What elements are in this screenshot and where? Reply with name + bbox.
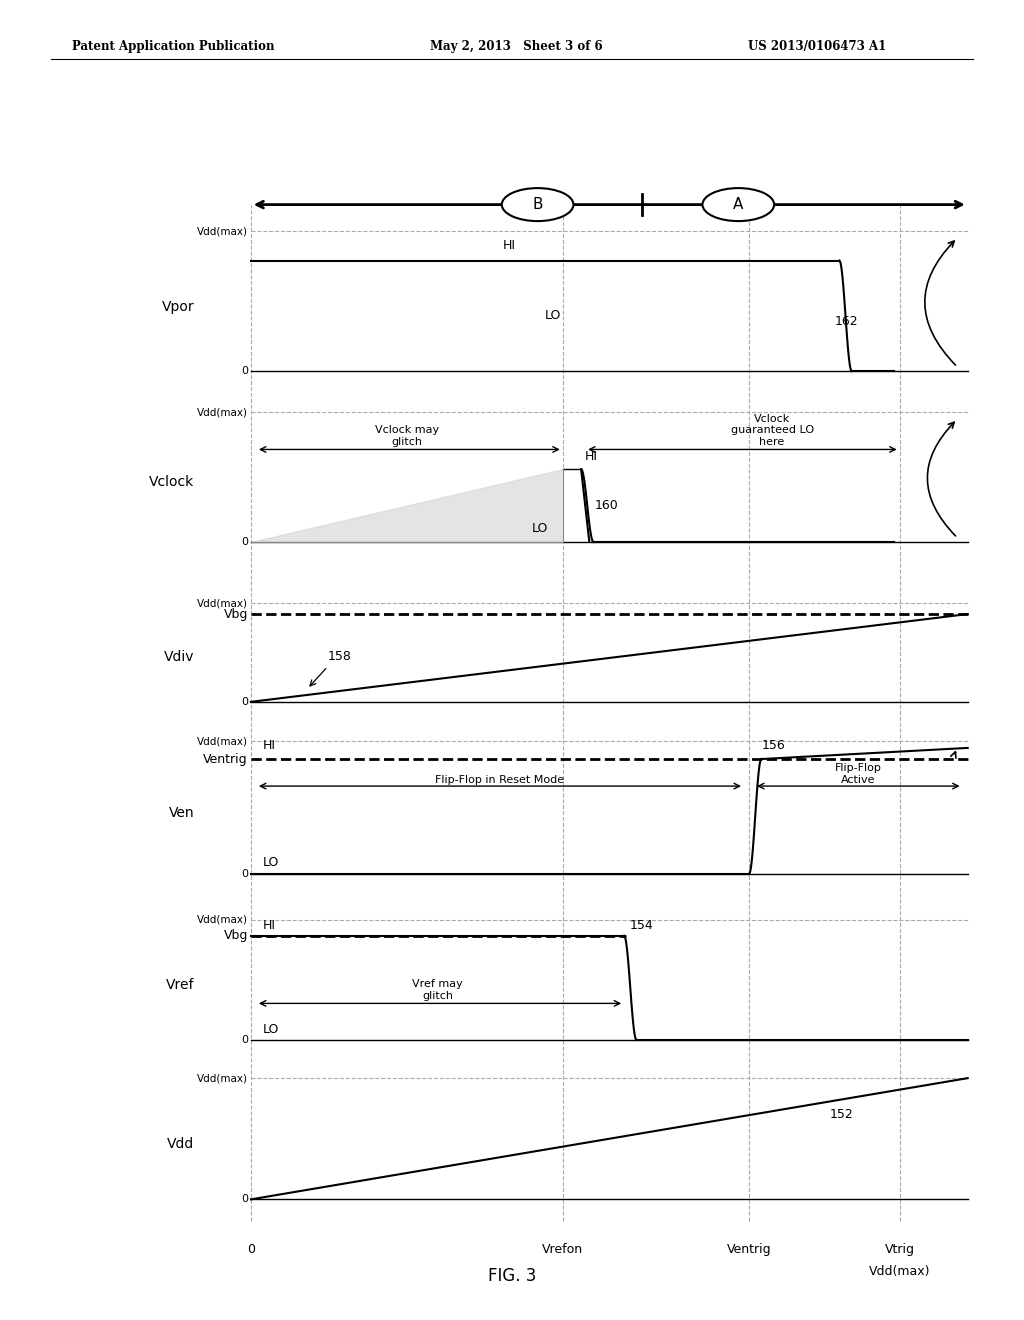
Text: Ventrig: Ventrig [727,1243,771,1257]
Text: Vref: Vref [166,978,195,991]
Text: 0: 0 [247,1243,255,1257]
Text: 160: 160 [594,499,618,512]
Text: HI: HI [503,239,516,252]
Text: HI: HI [263,919,276,932]
Text: 0: 0 [241,1035,248,1045]
Text: 0: 0 [241,537,248,546]
Text: 0: 0 [241,869,248,879]
Text: Vbg: Vbg [223,607,248,620]
Text: Vref may
glitch: Vref may glitch [412,979,463,1001]
Text: LO: LO [532,523,548,536]
Text: A: A [733,197,743,213]
Text: Vdd(max): Vdd(max) [197,737,248,746]
Text: Vrefon: Vrefon [542,1243,584,1257]
Text: 0: 0 [241,366,248,376]
Text: LO: LO [263,1023,280,1036]
Text: Vpor: Vpor [162,300,195,314]
Text: HI: HI [263,739,276,752]
Text: B: B [532,197,543,213]
Text: 162: 162 [835,314,858,327]
Text: May 2, 2013   Sheet 3 of 6: May 2, 2013 Sheet 3 of 6 [430,40,603,53]
Text: Vdd(max): Vdd(max) [868,1265,931,1278]
Text: LO: LO [263,855,280,869]
Text: HI: HI [586,450,598,462]
Text: Vdd(max): Vdd(max) [197,598,248,609]
Text: 154: 154 [629,919,653,932]
Text: Vdd: Vdd [167,1137,195,1151]
Text: Flip-Flop in Reset Mode: Flip-Flop in Reset Mode [435,775,564,785]
Ellipse shape [702,189,774,222]
Text: LO: LO [545,309,560,322]
Polygon shape [251,470,563,543]
Text: Vbg: Vbg [223,929,248,942]
Text: Vclock may
glitch: Vclock may glitch [375,425,439,447]
Text: 156: 156 [761,739,785,752]
Text: 0: 0 [241,1195,248,1204]
Text: Vtrig: Vtrig [885,1243,914,1257]
Text: Vdd(max): Vdd(max) [197,1073,248,1084]
Text: Vclock
guaranteed LO
here: Vclock guaranteed LO here [730,413,814,447]
Text: US 2013/0106473 A1: US 2013/0106473 A1 [748,40,886,53]
Text: 0: 0 [241,697,248,706]
Text: Vclock: Vclock [150,475,195,490]
Text: 152: 152 [829,1107,853,1121]
Text: Flip-Flop
Active: Flip-Flop Active [835,763,882,785]
Text: FIG. 3: FIG. 3 [487,1267,537,1286]
Text: Patent Application Publication: Patent Application Publication [72,40,274,53]
Text: Ven: Ven [169,807,195,820]
Text: Ventrig: Ventrig [203,752,248,766]
Text: 158: 158 [328,649,351,663]
Text: Vdd(max): Vdd(max) [197,408,248,417]
Text: Vdd(max): Vdd(max) [197,915,248,924]
Ellipse shape [502,189,573,222]
Text: Vdd(max): Vdd(max) [197,226,248,236]
Text: Vdiv: Vdiv [164,649,195,664]
